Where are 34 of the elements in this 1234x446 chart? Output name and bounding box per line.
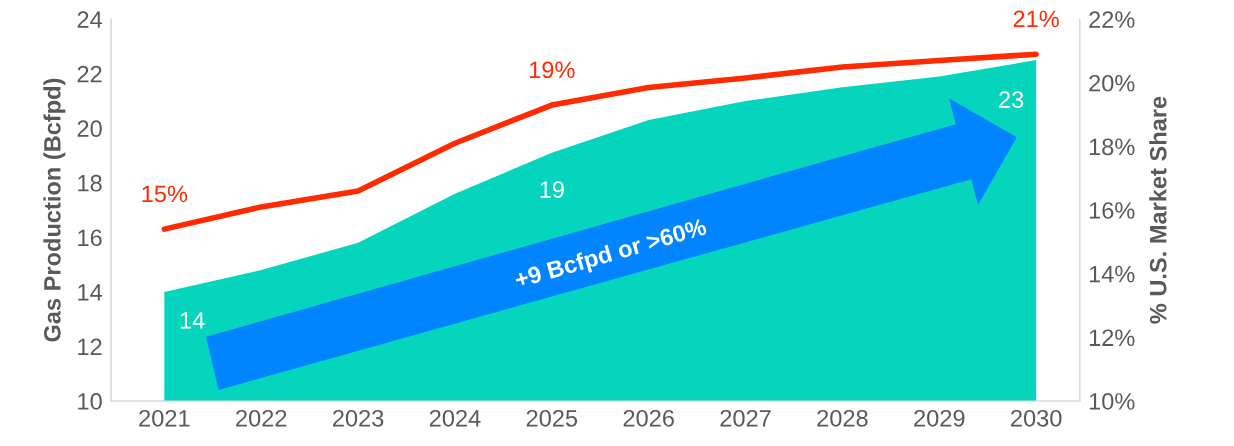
y2-tick-label: 14%: [1089, 265, 1135, 283]
data-label: 21%: [1013, 10, 1059, 28]
data-label: 23: [999, 91, 1024, 108]
x-tick-label: 2029: [914, 409, 965, 427]
y-axis-title: Gas Production (Bcfpd): [43, 78, 66, 342]
y2-tick-label: 22%: [1089, 11, 1135, 28]
y-tick-label: 22: [77, 65, 102, 83]
y2-tick-label: 20%: [1089, 74, 1135, 92]
y-tick-label: 24: [77, 11, 103, 28]
y-tick-label: 18: [78, 174, 102, 192]
y2-tick-label: 12%: [1089, 329, 1135, 347]
data-label: 19%: [529, 61, 575, 79]
x-tick-label: 2030: [1011, 409, 1062, 427]
y2-tick-label: 18%: [1089, 138, 1135, 156]
x-tick-label: 2023: [333, 409, 384, 427]
x-tick-label: 2021: [139, 409, 190, 427]
y-tick-label: 20: [77, 120, 102, 138]
annotation: +9 Bcfpd or >60%: [513, 217, 709, 293]
x-tick-label: 2028: [817, 409, 868, 427]
x-tick-label: 2024: [429, 409, 481, 427]
x-tick-label: 2025: [526, 409, 578, 427]
x-tick-label: 2022: [236, 409, 287, 427]
y-tick-label: 14: [78, 284, 103, 301]
data-label: 15%: [142, 185, 188, 203]
y2-tick-label: 10%: [1089, 393, 1135, 410]
data-label: 14: [180, 312, 205, 329]
y2-axis-title: % U.S. Market Share: [1149, 96, 1167, 324]
x-tick-label: 2027: [720, 409, 771, 427]
data-label: 19: [540, 181, 564, 198]
y-tick-label: 12: [78, 338, 102, 355]
y-tick-label: 10: [78, 393, 102, 410]
x-tick-label: 2026: [623, 409, 674, 427]
y2-tick-label: 16%: [1089, 202, 1135, 219]
y-tick-label: 16: [78, 229, 102, 247]
